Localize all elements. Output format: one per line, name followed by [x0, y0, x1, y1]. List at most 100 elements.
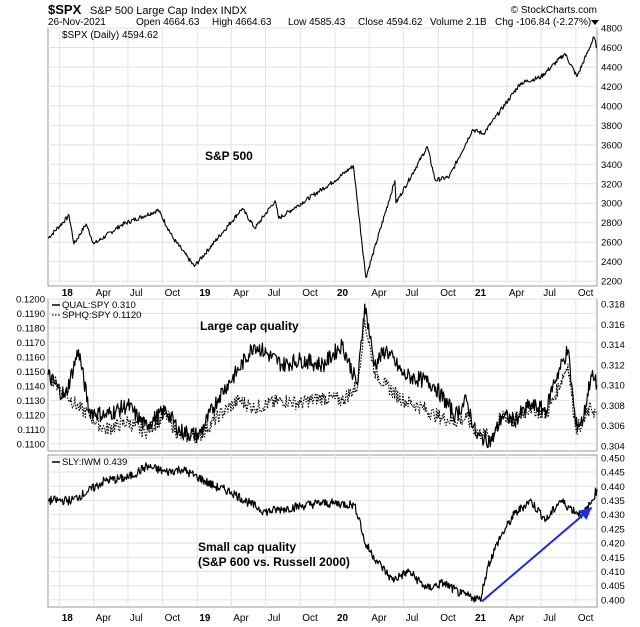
x-tick-label: Apr — [233, 288, 249, 299]
panel-quality-small-yticks: 0.400 0.405 0.410 0.415 0.420 0.425 0.430 0.435… — [601, 453, 625, 606]
y-tick-label: 0.1200 — [16, 295, 45, 306]
panel-spx-legend: $SPX (Daily) 4594.62 — [62, 30, 159, 41]
x-tick-label: Apr — [233, 613, 249, 624]
panel-quality-small-grid — [48, 455, 597, 607]
x-tick-label: 18 — [62, 288, 74, 299]
y-tick-label: 2200 — [601, 277, 622, 288]
y-tick-label: 3800 — [601, 121, 622, 132]
panel-spx-yticks: 2200 2400 2600 2800 3000 3200 3400 3600 3800 4000… — [601, 24, 622, 288]
x-tick-label: Apr — [509, 288, 525, 299]
y-tick-label: 0.400 — [601, 595, 625, 606]
panel-spx-line — [47, 36, 598, 279]
x-tick-label: Oct — [302, 288, 318, 299]
y-tick-label: 0.405 — [601, 581, 625, 592]
x-axis-lower: 18 Apr Jul Oct 19 Apr Jul Oct 20 Apr Jul Oct 21 Apr Ju… — [62, 613, 594, 624]
panel-quality-small-line — [47, 462, 598, 603]
y-tick-label: 0.1160 — [17, 352, 45, 363]
header-high: High 4664.63 — [212, 17, 272, 28]
y-tick-label: 3200 — [601, 179, 622, 190]
trend-arrow-shaft — [481, 506, 593, 603]
header-symbol: $SPX — [48, 2, 82, 17]
panel-quality-small-annotation-1: Small cap quality — [198, 540, 296, 554]
sly-iwm-line — [47, 462, 598, 603]
x-tick-label: 20 — [337, 613, 349, 624]
y-tick-label: 4800 — [601, 24, 622, 35]
x-tick-label: Apr — [371, 613, 387, 624]
y-tick-label: 4200 — [601, 82, 622, 93]
y-tick-label: 0.430 — [601, 510, 625, 521]
y-tick-label: 0.1100 — [17, 439, 45, 450]
panel-quality-small-frame — [47, 454, 598, 608]
y-tick-label: 2400 — [601, 257, 622, 268]
y-tick-label: 0.1190 — [17, 309, 45, 320]
y-tick-label: 0.425 — [601, 524, 625, 535]
panel-quality-large: 0.1100 0.1110 0.1120 0.1130 0.1140 0.1150 0.11… — [16, 295, 625, 453]
x-tick-label: Apr — [96, 613, 112, 624]
y-tick-label: 4000 — [601, 101, 622, 112]
y-tick-label: 0.312 — [601, 360, 625, 371]
x-tick-label: Apr — [509, 613, 525, 624]
y-tick-label: 4400 — [601, 62, 622, 73]
y-tick-label: 0.1150 — [17, 367, 45, 378]
sphq-spy-line — [47, 320, 598, 445]
header-close: Close 4594.62 — [358, 17, 423, 28]
header-low: Low 4585.43 — [288, 17, 346, 28]
trend-arrow-head — [578, 507, 592, 520]
legend-sly-iwm: SLY:IWM 0.439 — [62, 457, 127, 468]
panel-spx-grid — [48, 27, 597, 286]
y-tick-label: 0.1110 — [17, 425, 45, 436]
panel-quality-small-annotation-2: (S&P 600 vs. Russell 2000) — [198, 555, 350, 569]
header-name: S&P 500 Large Cap Index INDX — [90, 5, 248, 17]
x-tick-label: Jul — [406, 288, 419, 299]
x-tick-label: Apr — [96, 288, 112, 299]
y-tick-label: 0.1130 — [17, 396, 45, 407]
x-tick-label: Oct — [302, 613, 318, 624]
y-tick-label: 0.310 — [601, 381, 625, 392]
x-tick-label: Jul — [268, 288, 281, 299]
y-tick-label: 0.420 — [601, 539, 625, 550]
y-tick-label: 0.308 — [601, 401, 625, 412]
x-tick-label: Jul — [543, 613, 556, 624]
x-tick-label: 19 — [199, 288, 211, 299]
y-tick-label: 0.304 — [601, 441, 625, 452]
header-change: Chg -106.84 (-2.27%) — [495, 17, 591, 28]
x-tick-label: Oct — [440, 613, 456, 624]
x-tick-label: Oct — [578, 613, 594, 624]
y-tick-label: 2800 — [601, 218, 622, 229]
y-tick-label: 0.318 — [601, 300, 625, 311]
x-tick-label: 20 — [337, 288, 349, 299]
panel-quality-large-yticks: 0.1100 0.1110 0.1120 0.1130 0.1140 0.1150 0.11… — [16, 295, 625, 453]
header-credit: © StockCharts.com — [511, 5, 597, 16]
x-tick-label: Jul — [268, 613, 281, 624]
y-tick-label: 0.440 — [601, 482, 625, 493]
legend-sphq-spy: SPHQ:SPY 0.1120 — [62, 310, 141, 321]
x-tick-label: 19 — [199, 613, 211, 624]
y-tick-label: 3000 — [601, 199, 622, 210]
y-tick-label: 0.410 — [601, 567, 625, 578]
trend-arrow — [481, 506, 593, 603]
panel-quality-large-frame — [47, 298, 598, 452]
y-tick-label: 2600 — [601, 238, 622, 249]
panel-quality-small: 0.400 0.405 0.410 0.415 0.420 0.425 0.430 0.435… — [47, 453, 625, 608]
y-tick-label: 0.1170 — [17, 338, 45, 349]
y-tick-label: 0.1180 — [17, 323, 45, 334]
change-down-arrow-icon — [591, 20, 599, 25]
x-tick-label: Jul — [543, 288, 556, 299]
x-axis-upper: 18 Apr Jul Oct 19 Apr Jul Oct 20 Apr Jul Oct 21 Apr Ju… — [62, 288, 594, 299]
header-volume: Volume 2.1B — [430, 17, 487, 28]
y-tick-label: 0.1120 — [17, 410, 45, 421]
y-tick-label: 0.435 — [601, 496, 625, 507]
legend-qual-spy: QUAL:SPY 0.310 — [62, 300, 136, 311]
y-tick-label: 0.445 — [601, 468, 625, 479]
y-tick-label: 4600 — [601, 43, 622, 54]
y-tick-label: 3600 — [601, 140, 622, 151]
x-tick-label: 21 — [475, 288, 487, 299]
panel-spx: 2200 2400 2600 2800 3000 3200 3400 3600 3800 4000… — [47, 24, 622, 288]
x-tick-label: Apr — [371, 288, 387, 299]
x-tick-label: 18 — [62, 613, 74, 624]
x-tick-label: Oct — [440, 288, 456, 299]
x-tick-label: Jul — [406, 613, 419, 624]
panel-quality-large-lines — [47, 303, 598, 449]
panel-quality-large-grid — [48, 298, 597, 451]
